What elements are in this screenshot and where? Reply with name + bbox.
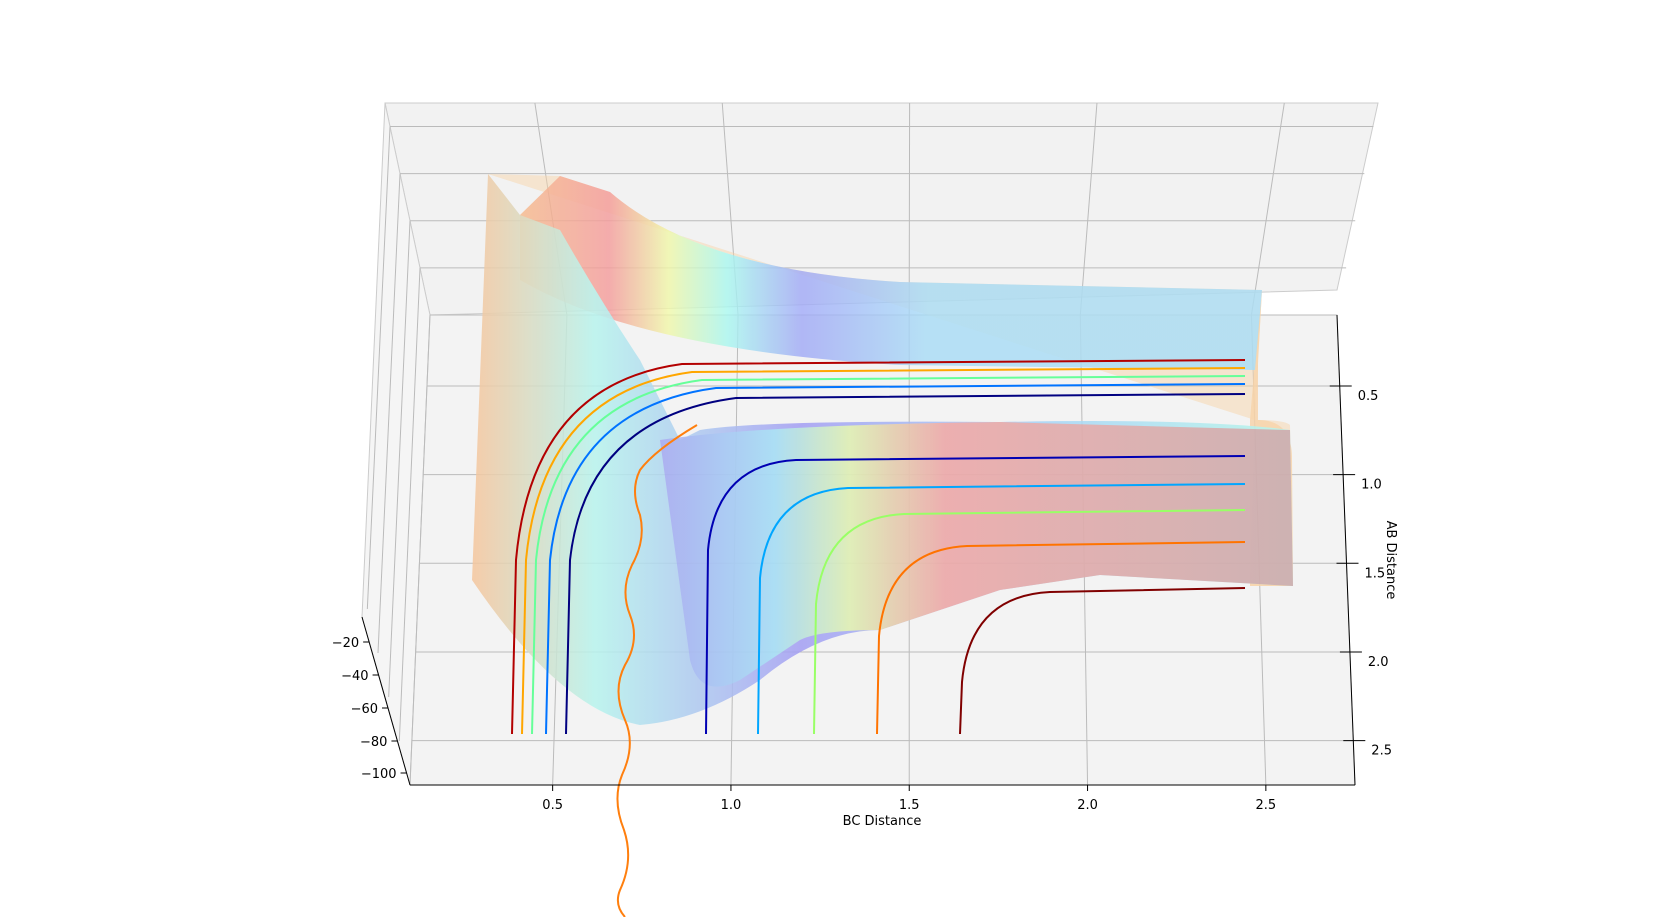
z-tick-label: −80 [360, 735, 387, 750]
z-axis-ticks: −20 −40 −60 −80 −100 [332, 636, 407, 782]
x-back-gridline [1079, 102, 1098, 316]
x-axis-ticks: 0.5 1.0 1.5 2.0 2.5 [542, 785, 1276, 813]
contour-line [521, 367, 1246, 735]
y-tick-label: 0.5 [1358, 389, 1379, 404]
z-gridline-left [409, 314, 431, 786]
contour-line [545, 383, 1246, 735]
y-axis-label: AB Distance [1383, 521, 1398, 600]
z-gridline-left [366, 126, 391, 610]
z-tick-label: −100 [361, 767, 397, 782]
x-tick-label: 1.0 [721, 798, 742, 813]
surface-upper-sheet [520, 176, 1262, 370]
y-tick-label: 1.5 [1365, 566, 1386, 581]
y-axis-ticks: 0.5 1.0 1.5 2.0 2.5 [1329, 385, 1392, 759]
surface-plateau [488, 174, 1293, 586]
contour-line [757, 483, 1246, 735]
contour-line [959, 587, 1246, 735]
axis-lines [361, 314, 1356, 786]
reaction-trajectory [616, 424, 698, 917]
contour-line [813, 509, 1246, 735]
contour-line [511, 359, 1246, 735]
z-gridline-left [388, 220, 411, 698]
z-gridline-left [377, 173, 401, 654]
energy-surface [472, 174, 1293, 725]
surface-lower-sheet [660, 422, 1293, 687]
z-gridline-left [398, 267, 421, 742]
x-tick-label: 1.5 [899, 798, 920, 813]
y-tick-label: 2.0 [1368, 655, 1389, 670]
contour-lines [511, 359, 1246, 735]
x-tick-label: 2.0 [1077, 798, 1098, 813]
y-axis-line [1336, 314, 1356, 786]
x-axis-label: BC Distance [843, 814, 922, 829]
contour-line [565, 393, 1246, 735]
z-tick-label: −40 [341, 669, 368, 684]
contour-line [705, 455, 1246, 735]
z-axis-line [361, 616, 411, 786]
y-tick-label: 1.0 [1361, 478, 1382, 493]
z-tick-label: −20 [332, 636, 359, 651]
z-tick-label: −60 [351, 702, 378, 717]
x-tick-label: 2.5 [1256, 798, 1277, 813]
contour-line [531, 375, 1246, 735]
y-tick-label: 2.5 [1371, 744, 1392, 759]
contour-line [876, 541, 1246, 735]
x-tick-label: 0.5 [542, 798, 563, 813]
x-back-gridline [1250, 102, 1285, 316]
